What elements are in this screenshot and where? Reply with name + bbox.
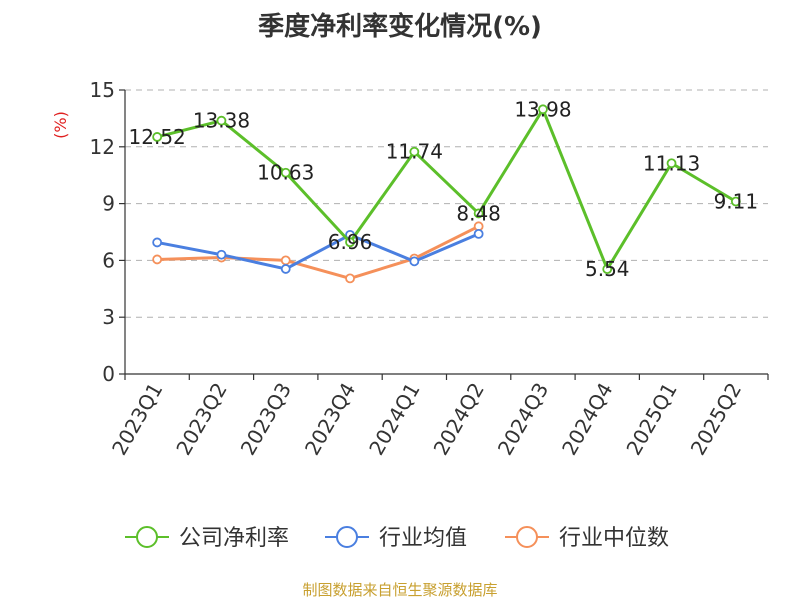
data-point — [538, 104, 548, 115]
data-point — [280, 255, 291, 266]
data-point — [666, 158, 677, 169]
x-tick-label: 2024Q3 — [493, 379, 553, 460]
data-labels: 12.52 13.38 10.63 6.96 11.74 8.48 13.98 5.54 11.… — [129, 97, 759, 281]
x-tick-label: 2025Q1 — [621, 379, 681, 460]
data-label: 11.13 — [643, 151, 700, 175]
data-point — [409, 146, 420, 157]
data-label: 13.98 — [514, 97, 571, 121]
series-0 — [152, 104, 741, 275]
y-axis-unit: (%) — [51, 111, 70, 139]
source-note: 制图数据来自恒生聚源数据库 — [302, 581, 497, 599]
data-label: 11.74 — [386, 140, 443, 164]
y-tick-label: 0 — [102, 362, 115, 386]
x-tick-label: 2024Q4 — [557, 379, 617, 460]
series-line — [156, 107, 737, 271]
x-tick-label: 2025Q2 — [686, 379, 746, 460]
x-tick-label: 2024Q1 — [364, 379, 424, 460]
y-tick-label: 12 — [90, 135, 115, 159]
y-tick-label: 3 — [102, 305, 115, 329]
data-point — [280, 264, 291, 274]
legend: 公司净利率 行业均值 行业中位数 — [125, 526, 669, 551]
legend-swatch-marker — [336, 526, 358, 548]
data-point — [216, 249, 227, 260]
legend-label: 行业中位数 — [559, 526, 669, 551]
y-tick-label: 9 — [102, 192, 115, 216]
y-tick-label: 6 — [102, 248, 115, 272]
data-label: 9.11 — [714, 190, 759, 214]
series — [152, 104, 741, 284]
chart-title: 季度净利率变化情况(%) — [258, 11, 542, 42]
series-line — [157, 224, 480, 280]
data-point — [152, 254, 163, 265]
x-tick-label: 2024Q2 — [429, 379, 489, 460]
legend-swatch-marker — [136, 526, 158, 548]
data-label: 6.96 — [328, 230, 373, 254]
data-point — [730, 196, 741, 207]
data-label: 12.52 — [129, 125, 186, 149]
series-2 — [152, 221, 484, 284]
data-point — [280, 167, 291, 178]
data-point — [152, 132, 163, 142]
data-point — [345, 273, 355, 284]
y-tick-label: 15 — [90, 78, 115, 102]
data-point — [602, 264, 613, 275]
data-point — [473, 228, 484, 239]
data-point — [152, 237, 163, 248]
series-line — [156, 232, 480, 271]
data-point — [473, 208, 484, 219]
data-label: 8.48 — [456, 201, 501, 225]
data-label: 10.63 — [257, 161, 314, 185]
legend-item: 行业均值 — [325, 526, 467, 551]
legend-item: 行业中位数 — [505, 526, 669, 551]
legend-label: 公司净利率 — [179, 526, 289, 551]
data-label: 5.54 — [585, 257, 630, 281]
grid — [125, 89, 768, 318]
x-tick-label: 2023Q1 — [107, 379, 167, 460]
x-tick-label: 2023Q2 — [171, 379, 231, 460]
data-point — [216, 115, 227, 126]
legend-item: 公司净利率 — [125, 526, 289, 551]
x-tick-label: 2023Q3 — [236, 379, 296, 460]
legend-swatch-marker — [516, 526, 538, 548]
x-tick-label: 2023Q4 — [300, 379, 360, 460]
data-label: 13.38 — [193, 109, 250, 133]
data-point — [409, 256, 420, 267]
legend-label: 行业均值 — [379, 526, 467, 551]
series-1 — [152, 228, 484, 274]
data-point — [345, 237, 355, 248]
